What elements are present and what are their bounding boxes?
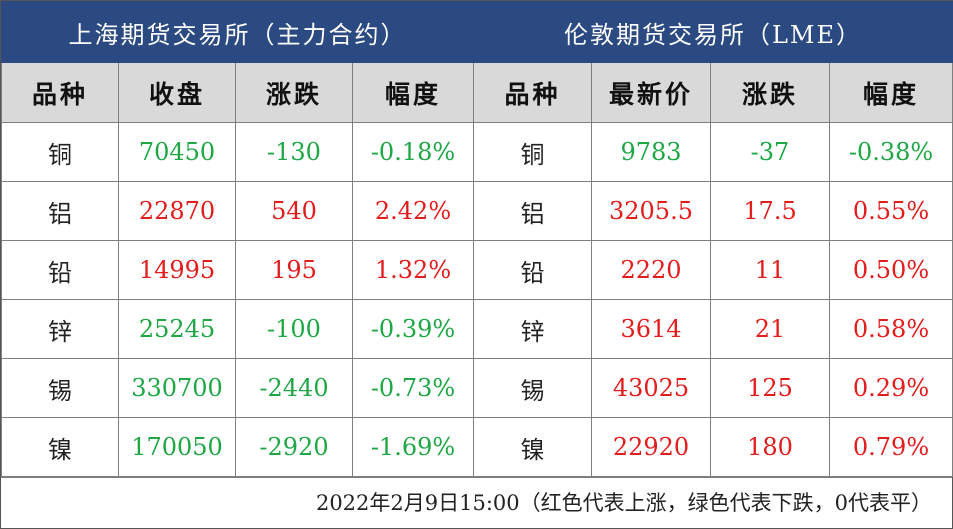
shfe-pct: -0.73%: [352, 358, 474, 418]
shfe-variety: 铝: [1, 181, 119, 241]
shfe-pct: 2.42%: [352, 181, 474, 241]
lme-pct: 0.50%: [828, 240, 953, 300]
lme-price: 2220: [591, 240, 711, 300]
shfe-variety: 锡: [1, 358, 119, 418]
header-change: 涨跌: [235, 62, 353, 123]
shfe-variety: 铜: [1, 122, 119, 182]
shfe-pct: 1.32%: [352, 240, 474, 300]
shfe-close: 14995: [118, 240, 236, 300]
table-row: 铝 22870 540 2.42% 铝 3205.5 17.5 0.55%: [1, 181, 953, 241]
header-variety: 品种: [1, 62, 119, 123]
lme-price: 3614: [591, 299, 711, 359]
shfe-change: 540: [235, 181, 353, 241]
shfe-close: 22870: [118, 181, 236, 241]
lme-price: 3205.5: [591, 181, 711, 241]
quote-table: 上海期货交易所（主力合约） 伦敦期货交易所（LME） 品种 收盘 涨跌 幅度 品…: [1, 1, 953, 477]
shfe-close: 70450: [118, 122, 236, 182]
lme-pct: 0.58%: [828, 299, 953, 359]
shfe-pct: -1.69%: [352, 417, 474, 477]
lme-change: 11: [710, 240, 830, 300]
lme-variety: 镍: [473, 417, 592, 477]
table-row: 锌 25245 -100 -0.39% 锌 3614 21 0.58%: [1, 299, 953, 359]
header-close: 收盘: [118, 62, 236, 123]
shfe-change: -2440: [235, 358, 353, 418]
shfe-change: -130: [235, 122, 353, 182]
shfe-pct: -0.39%: [352, 299, 474, 359]
lme-change: 180: [710, 417, 830, 477]
title-row: 上海期货交易所（主力合约） 伦敦期货交易所（LME）: [1, 1, 953, 63]
table-row: 铅 14995 195 1.32% 铅 2220 11 0.50%: [1, 240, 953, 300]
shfe-change: -100: [235, 299, 353, 359]
lme-price: 9783: [591, 122, 711, 182]
lme-pct: 0.29%: [828, 358, 953, 418]
header-lme-pct: 幅度: [828, 62, 953, 123]
shfe-close: 25245: [118, 299, 236, 359]
shfe-close: 330700: [118, 358, 236, 418]
footer-note: 2022年2月9日15:00（红色代表上涨，绿色代表下跌，0代表平）: [1, 477, 952, 527]
lme-variety: 锌: [473, 299, 592, 359]
shfe-change: 195: [235, 240, 353, 300]
lme-price: 43025: [591, 358, 711, 418]
lme-change: 125: [710, 358, 830, 418]
lme-title: 伦敦期货交易所（LME）: [472, 1, 953, 63]
lme-change: 21: [710, 299, 830, 359]
lme-price: 22920: [591, 417, 711, 477]
shfe-variety: 铅: [1, 240, 119, 300]
shfe-variety: 锌: [1, 299, 119, 359]
shfe-variety: 镍: [1, 417, 119, 477]
shfe-title: 上海期货交易所（主力合约）: [1, 1, 474, 63]
header-lme-variety: 品种: [473, 62, 592, 123]
lme-pct: -0.38%: [828, 122, 953, 182]
lme-change: -37: [710, 122, 830, 182]
shfe-change: -2920: [235, 417, 353, 477]
lme-pct: 0.55%: [828, 181, 953, 241]
table-row: 镍 170050 -2920 -1.69% 镍 22920 180 0.79%: [1, 417, 953, 477]
lme-pct: 0.79%: [828, 417, 953, 477]
shfe-pct: -0.18%: [352, 122, 474, 182]
header-pct: 幅度: [352, 62, 474, 123]
header-lme-price: 最新价: [591, 62, 711, 123]
table-row: 锡 330700 -2440 -0.73% 锡 43025 125 0.29%: [1, 358, 953, 418]
header-lme-change: 涨跌: [710, 62, 830, 123]
lme-variety: 铜: [473, 122, 592, 182]
shfe-close: 170050: [118, 417, 236, 477]
lme-variety: 锡: [473, 358, 592, 418]
lme-variety: 铅: [473, 240, 592, 300]
lme-variety: 铝: [473, 181, 592, 241]
header-row: 品种 收盘 涨跌 幅度 品种 最新价 涨跌 幅度: [1, 62, 953, 123]
lme-change: 17.5: [710, 181, 830, 241]
table-row: 铜 70450 -130 -0.18% 铜 9783 -37 -0.38%: [1, 122, 953, 182]
